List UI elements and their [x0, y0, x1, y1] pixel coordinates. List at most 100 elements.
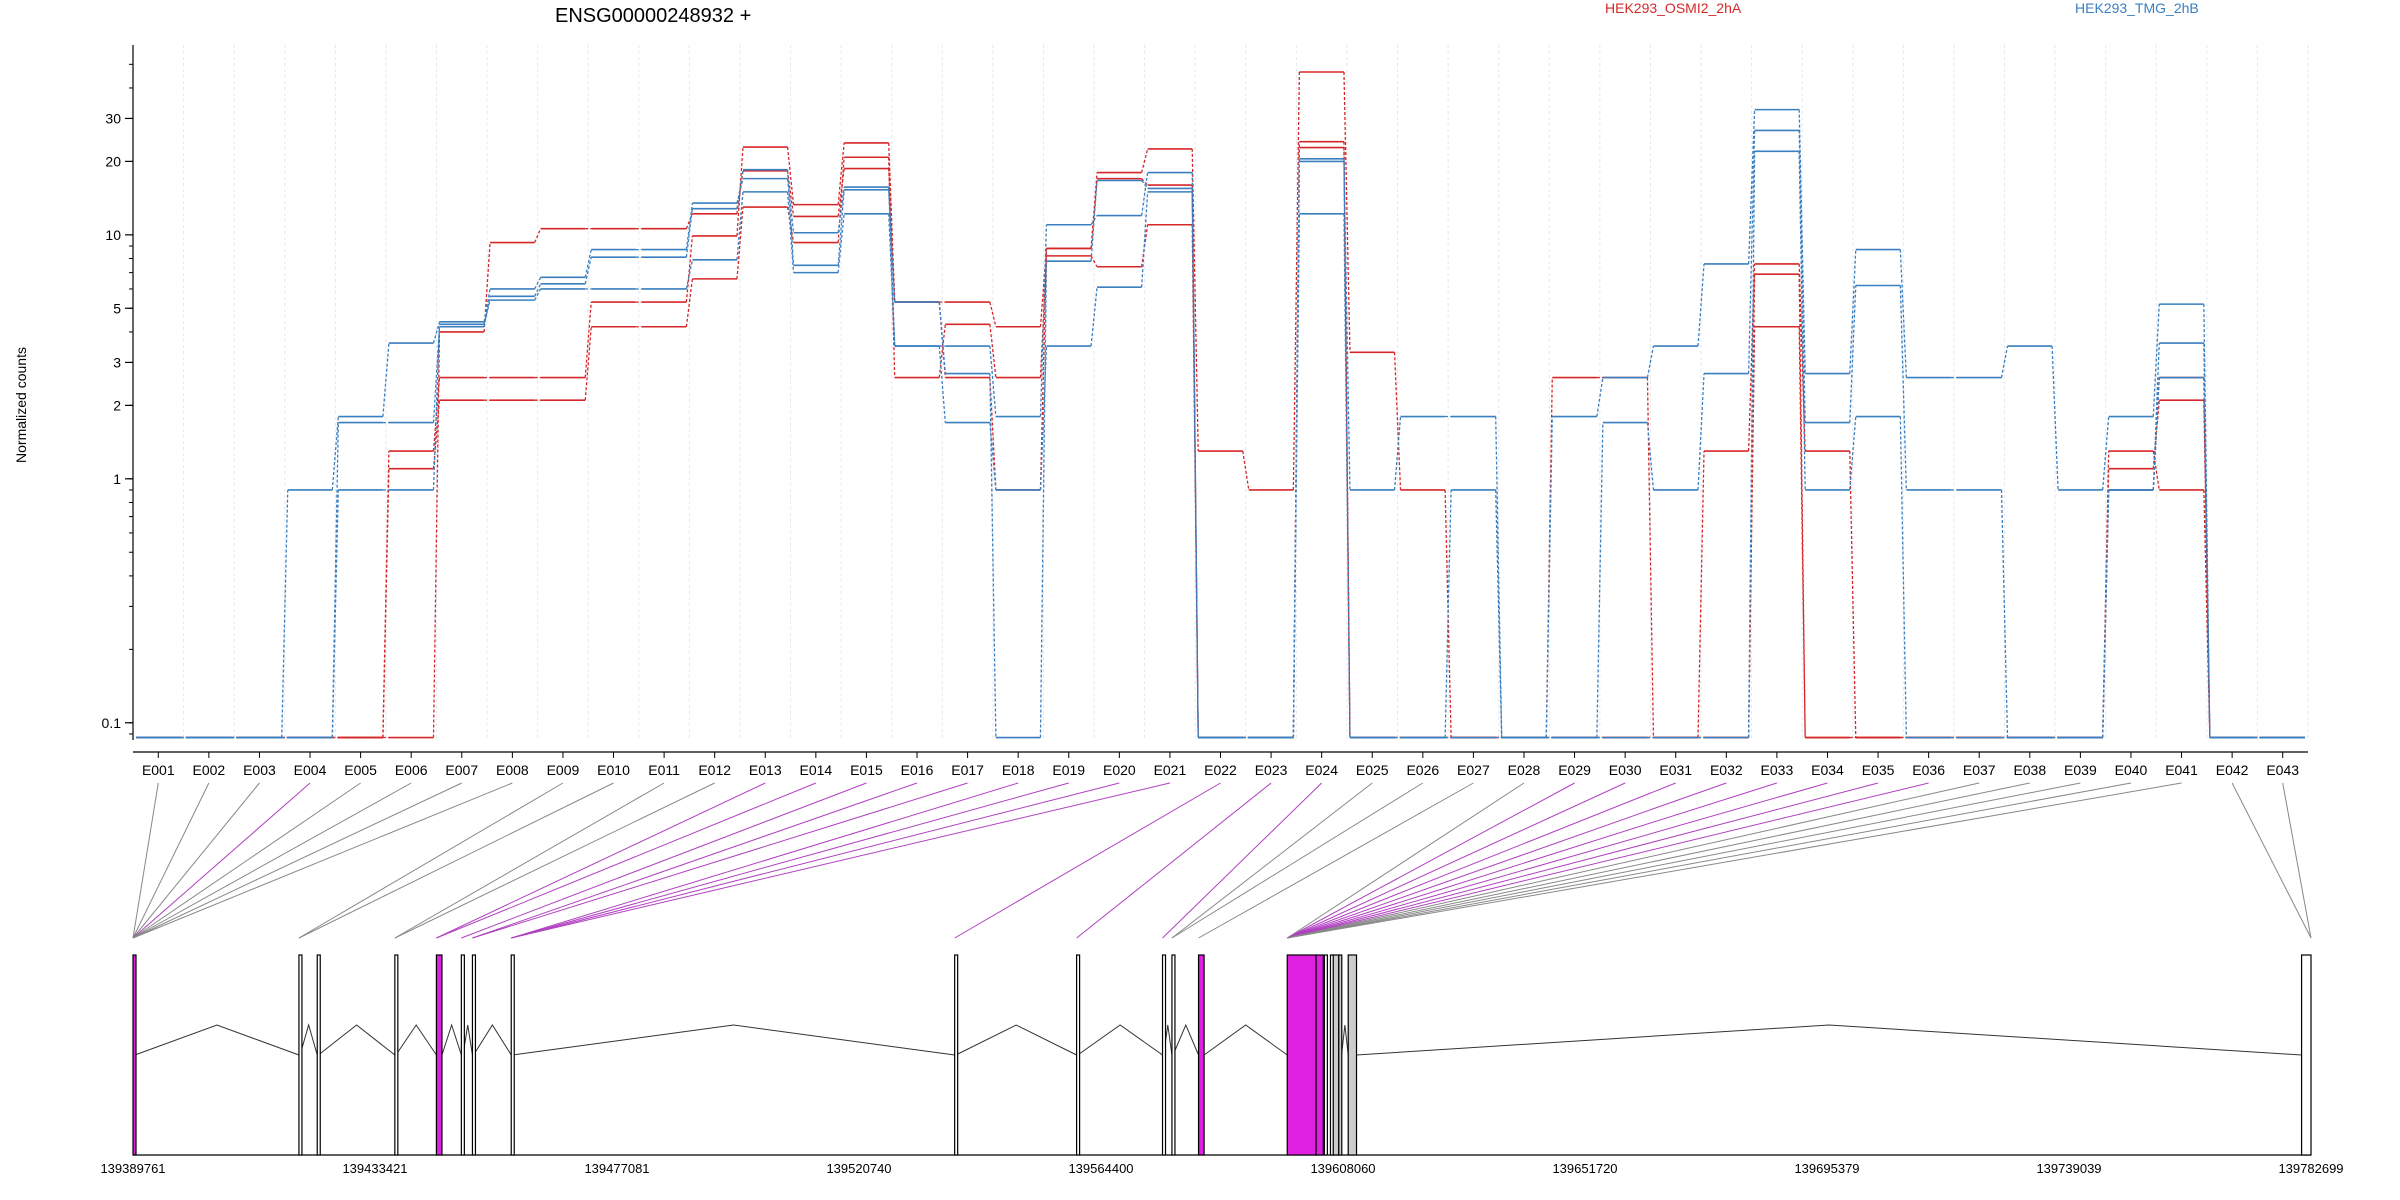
exon-mapping-line	[1162, 782, 1323, 939]
transition-mark	[1798, 130, 1806, 423]
exon-mapping-line	[132, 782, 412, 939]
transition-mark	[1495, 416, 1503, 738]
transition-mark	[382, 343, 390, 417]
exon-block	[132, 954, 137, 1156]
exon-mapping-line	[2231, 782, 2312, 939]
x-tick-label: E006	[395, 762, 428, 778]
exon-mapping-line	[2282, 782, 2312, 939]
transition-mark	[685, 235, 694, 303]
transition-mark	[1545, 416, 1553, 738]
x-tick-label: E021	[1154, 762, 1187, 778]
y-axis: 0.1 1 2 3 5 10 20 30	[102, 45, 134, 740]
x-tick-label: E002	[193, 762, 226, 778]
transition-mark	[2152, 377, 2160, 491]
transition-mark	[786, 169, 795, 266]
transition-mark	[989, 324, 997, 378]
exon-mapping-line	[472, 782, 918, 939]
exon-block	[298, 954, 303, 1156]
x-tick-label: E013	[749, 762, 782, 778]
transition-mark	[1798, 326, 1806, 738]
transition-mark	[1596, 422, 1604, 738]
exon-mapping-line	[511, 782, 1019, 939]
transition-mark	[2152, 343, 2160, 491]
exon-mapping-line	[461, 782, 867, 939]
transition-mark	[1798, 263, 1806, 452]
x-tick-label: E008	[496, 762, 529, 778]
transition-mark	[2152, 304, 2160, 417]
series-line-6	[136, 150, 2305, 739]
x-tick-label: E022	[1204, 762, 1237, 778]
transition-mark	[534, 283, 542, 297]
intron-line	[134, 1024, 300, 1056]
transition-mark	[786, 170, 795, 217]
coordinate-label: 139695379	[1794, 1161, 1859, 1176]
transition-mark	[584, 326, 592, 401]
transition-mark	[2203, 377, 2211, 738]
transition-mark	[2051, 346, 2059, 491]
intron-line	[1341, 1024, 1349, 1056]
transition-mark	[1090, 255, 1098, 268]
x-tick-label: E017	[951, 762, 984, 778]
transition-mark	[1747, 109, 1756, 264]
intron-line	[1356, 1024, 2302, 1056]
transition-mark	[1191, 188, 1199, 738]
transition-mark	[938, 324, 946, 378]
exon-mapping-line	[1287, 782, 2081, 939]
series-line-4	[136, 108, 2305, 739]
transition-mark	[938, 346, 946, 423]
transition-mark	[736, 178, 744, 204]
coordinate-label: 139520740	[826, 1161, 891, 1176]
transition-mark	[331, 416, 339, 491]
exon-mapping-line	[436, 782, 817, 939]
transition-mark	[483, 288, 491, 322]
y-tick-label: 5	[113, 300, 121, 316]
transition-mark	[837, 142, 845, 205]
x-tick-label: E010	[597, 762, 630, 778]
transition-mark	[1292, 213, 1301, 738]
transition-mark	[1343, 71, 1351, 353]
exon-mapping-line	[394, 782, 665, 939]
exon-block	[1076, 954, 1081, 1156]
transition-mark	[1849, 285, 1857, 423]
transition-mark	[1039, 224, 1048, 417]
transition-mark	[534, 276, 542, 290]
transition-mark	[1798, 109, 1806, 374]
exon-block	[471, 954, 477, 1156]
exon-mapping-line	[1287, 782, 2182, 939]
intron-line	[955, 1024, 1077, 1056]
exon-mapping-line	[511, 782, 1120, 939]
exon-mapping-lines	[132, 782, 2312, 939]
y-tick-label: 30	[105, 110, 121, 126]
exon-mapping-line	[132, 782, 462, 939]
transition-mark	[1140, 191, 1149, 288]
exon-mapping-line	[132, 782, 260, 939]
exon-mapping-line	[1198, 782, 1474, 939]
exon-mapping-line	[511, 782, 1069, 939]
x-tick-label: E029	[1558, 762, 1591, 778]
exon-block	[1315, 954, 1324, 1156]
exon-mapping-line	[132, 782, 361, 939]
x-tick-label: E007	[445, 762, 478, 778]
series-line-5	[136, 129, 2305, 739]
exon-mapping-line	[954, 782, 1221, 939]
exon-block	[1323, 954, 1328, 1156]
intron-line	[1077, 1024, 1163, 1056]
transition-mark	[989, 377, 997, 491]
transition-mark	[1191, 148, 1199, 452]
transition-mark	[1899, 285, 1907, 490]
x-tick-label: E019	[1052, 762, 1085, 778]
transition-mark	[1747, 130, 1756, 374]
exon-mapping-line	[1287, 782, 1727, 939]
x-tick-label: E042	[2216, 762, 2249, 778]
series-line-3	[136, 146, 2305, 739]
grid-lines	[132, 45, 2309, 740]
exon-mapping-line	[132, 782, 311, 939]
transition-mark	[1140, 172, 1149, 216]
series-lines	[136, 71, 2305, 739]
x-tick-label: E014	[799, 762, 832, 778]
x-tick-label: E003	[243, 762, 276, 778]
intron-line	[512, 1024, 955, 1056]
transition-mark	[888, 213, 896, 347]
transition-mark	[1849, 416, 1857, 491]
transition-mark	[2102, 489, 2110, 738]
